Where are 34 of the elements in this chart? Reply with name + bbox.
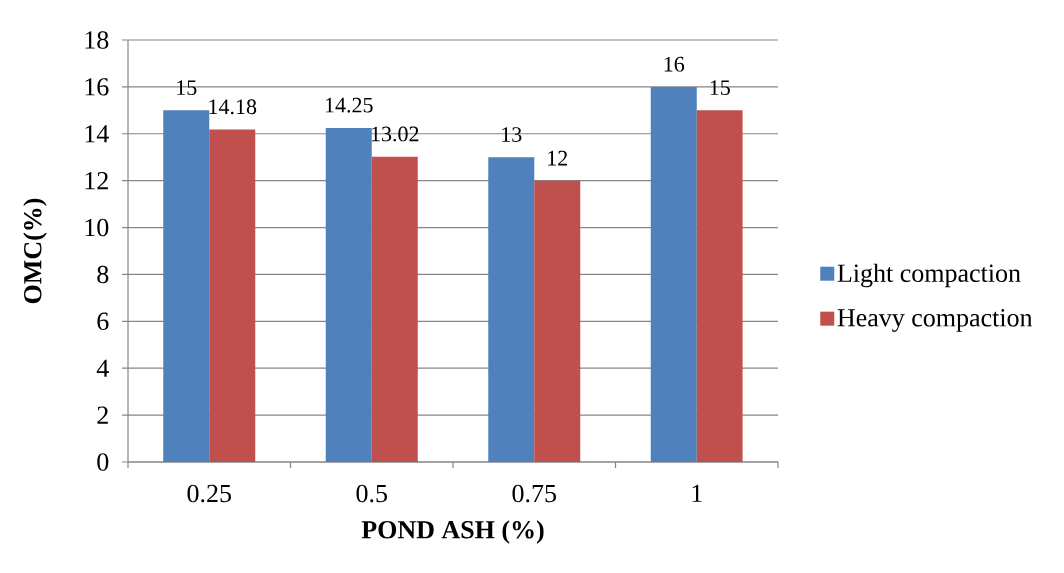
x-tick-label: 0.75 (512, 484, 556, 503)
y-tick-label: 12 (85, 172, 108, 190)
y-tick-label: 10 (85, 218, 109, 237)
bar (488, 157, 535, 462)
y-tick-label: 18 (85, 31, 109, 49)
data-label: 14.25 (325, 97, 373, 113)
x-axis-title: POND ASH (%) (361, 520, 544, 544)
data-label: 15 (710, 80, 730, 96)
bar (650, 86, 697, 462)
y-tick-label: 8 (97, 265, 109, 284)
data-label: 13 (502, 127, 522, 142)
y-tick-label: 0 (97, 453, 109, 471)
x-tick-label: 0.25 (187, 484, 231, 503)
bar (325, 127, 372, 462)
bar (163, 110, 210, 462)
data-label: 14.18 (209, 99, 257, 115)
y-axis-title: OMC(%) (23, 198, 47, 304)
y-tick-label: 16 (85, 78, 109, 96)
y-tick-label: 6 (97, 312, 109, 331)
bar (371, 156, 418, 462)
legend-label: Light compaction (837, 263, 1021, 288)
x-tick-label: 0.5 (356, 484, 387, 503)
y-tick-label: 14 (85, 125, 109, 143)
legend-label: Heavy compaction (837, 309, 1033, 332)
y-tick-label: 4 (96, 359, 109, 377)
data-label: 13.02 (371, 126, 419, 142)
bar (696, 110, 743, 462)
bar (209, 129, 256, 462)
bar (534, 180, 581, 462)
data-label: 16 (664, 56, 685, 72)
data-label: 12 (548, 150, 568, 166)
x-tick-label: 1 (692, 484, 702, 502)
data-label: 15 (177, 80, 197, 96)
y-tick-label: 2 (97, 406, 108, 424)
